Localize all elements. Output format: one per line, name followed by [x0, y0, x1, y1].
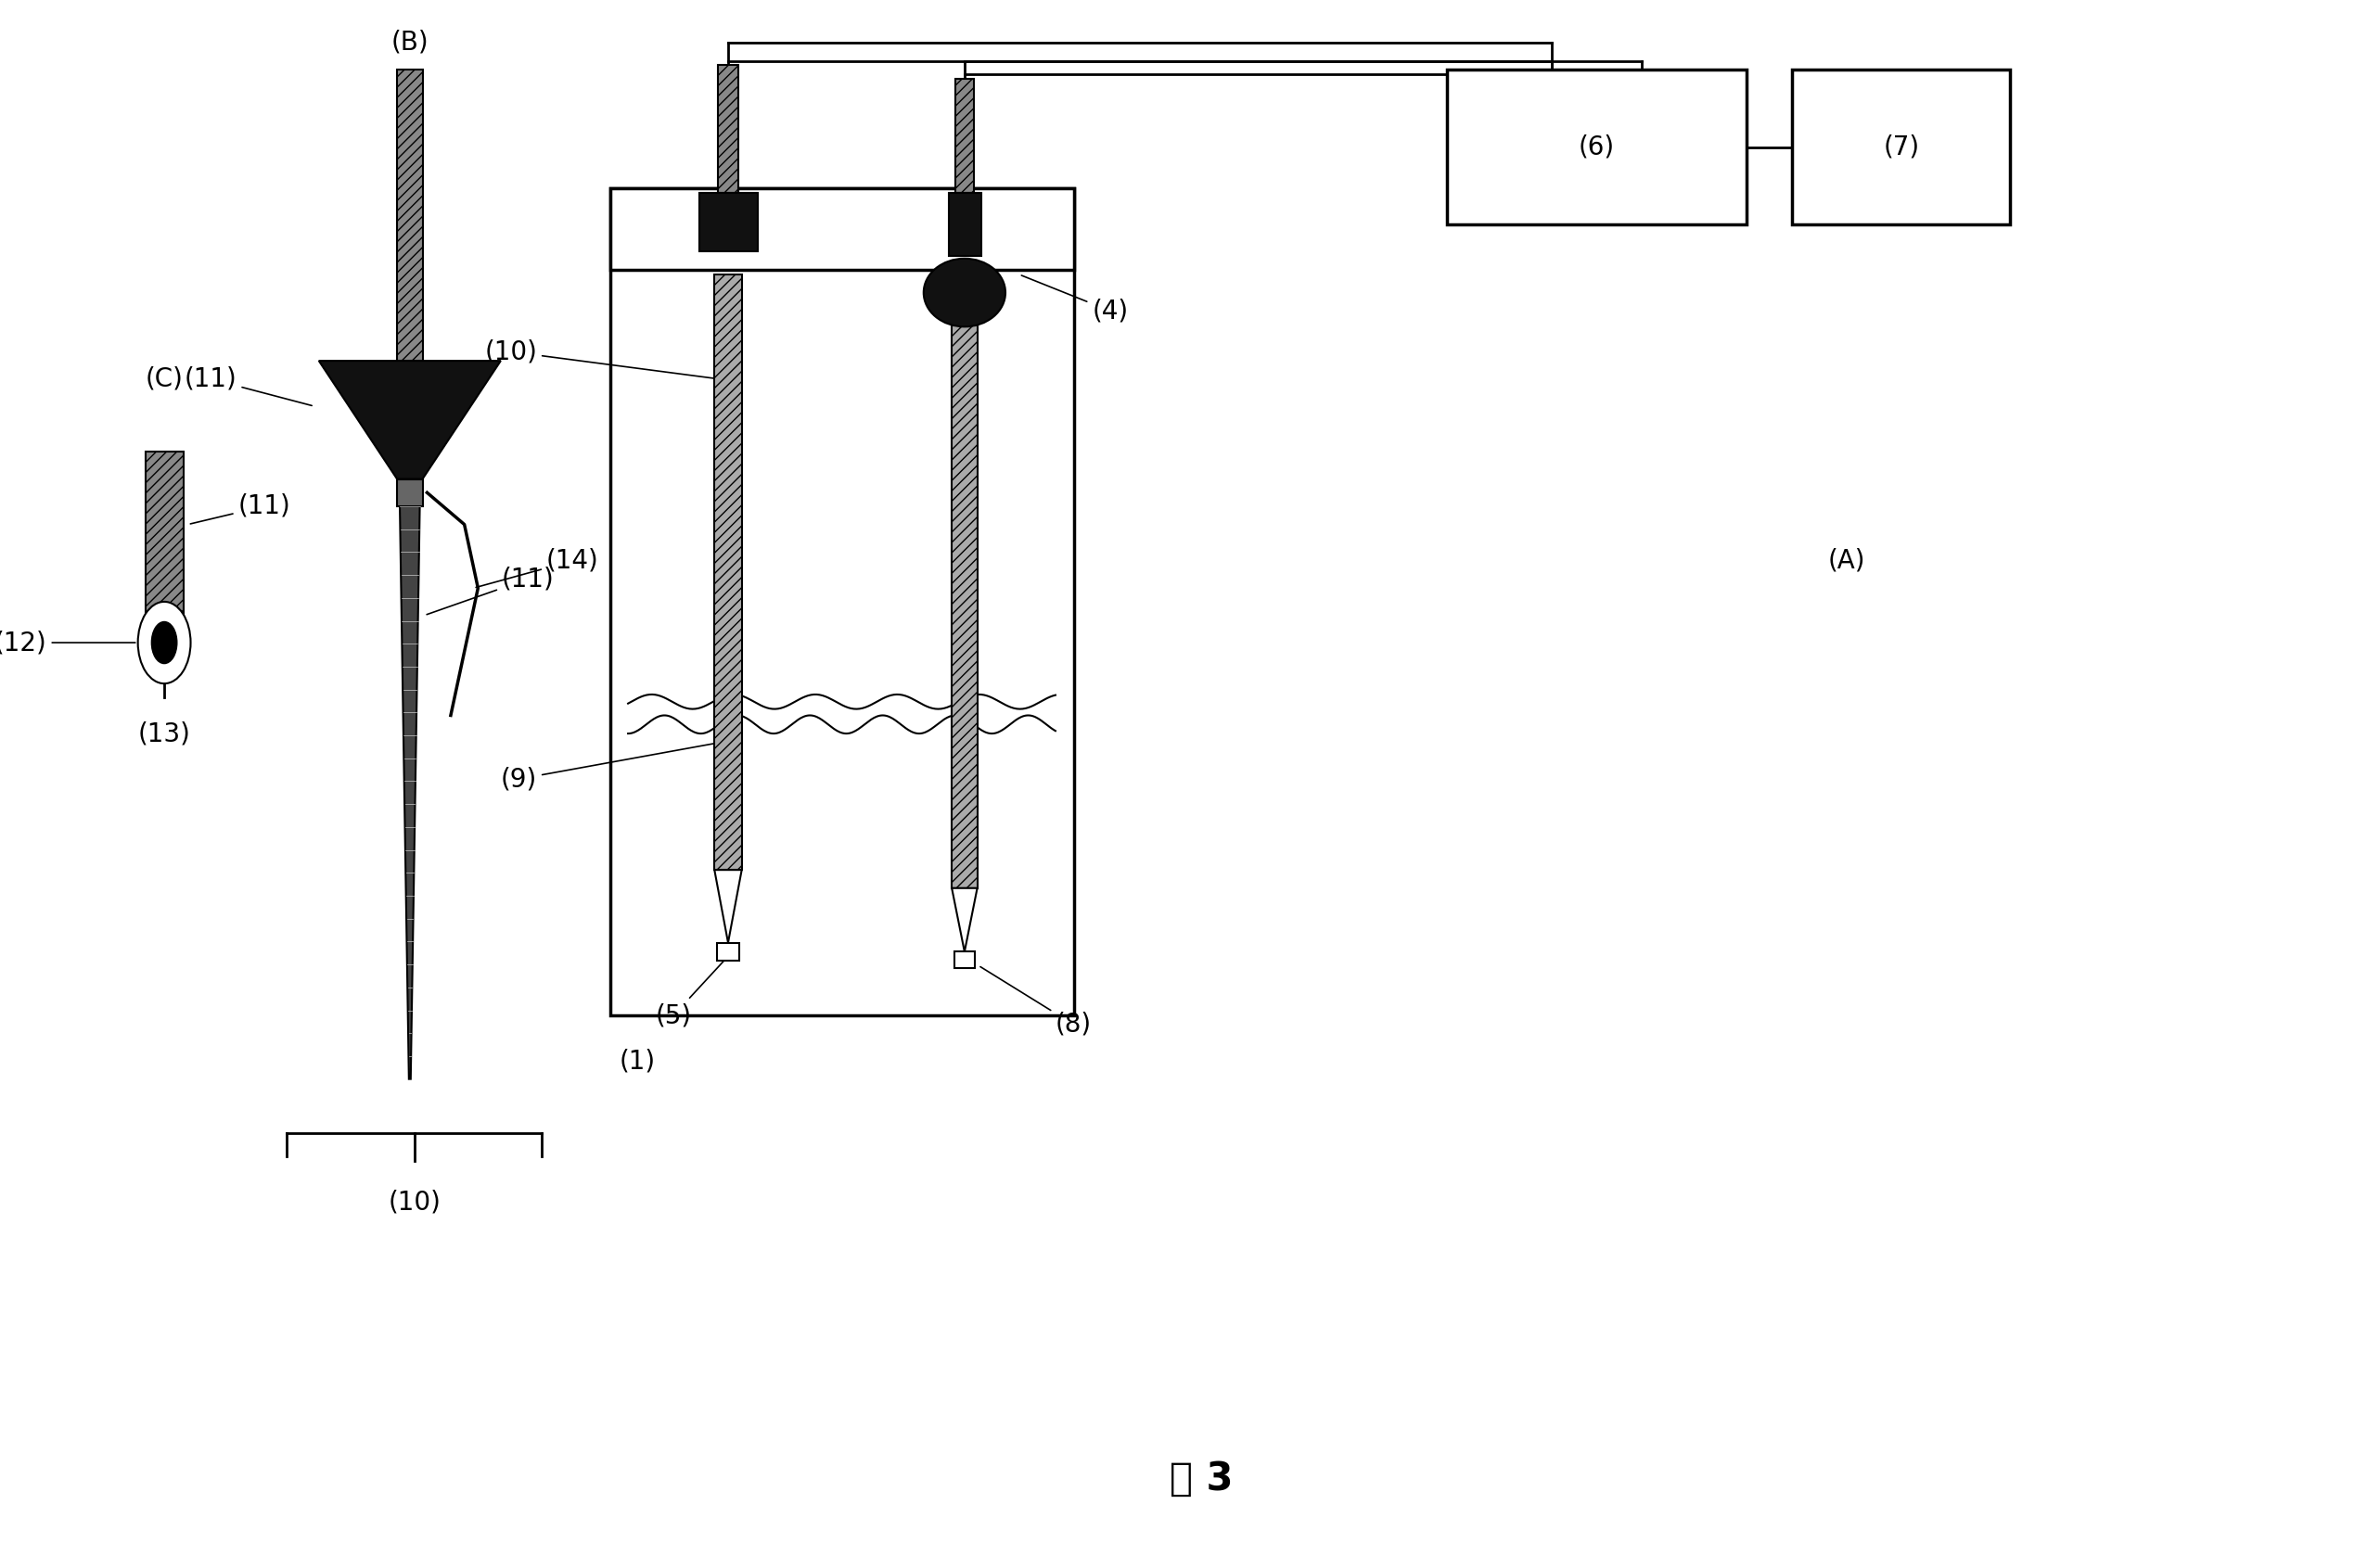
Bar [714, 274, 742, 870]
Ellipse shape [923, 259, 1006, 326]
Text: (B): (B) [391, 30, 429, 55]
Text: (10): (10) [389, 1189, 440, 1215]
Text: (A): (A) [1827, 547, 1865, 574]
Text: (11): (11) [426, 566, 553, 615]
Bar [949, 193, 982, 256]
Bar [956, 78, 973, 193]
Bar [610, 188, 1074, 1016]
Polygon shape [714, 870, 742, 942]
Polygon shape [951, 887, 977, 952]
Bar [398, 478, 422, 506]
Bar [951, 274, 977, 887]
Polygon shape [400, 506, 419, 1079]
Bar [699, 193, 758, 252]
Text: (12): (12) [0, 630, 134, 655]
Ellipse shape [151, 622, 177, 663]
Text: (9): (9) [502, 743, 716, 792]
Bar [718, 66, 737, 193]
Text: (13): (13) [139, 721, 191, 746]
Text: (14): (14) [476, 547, 598, 588]
Text: 图 3: 图 3 [1168, 1460, 1232, 1499]
Text: (11): (11) [184, 365, 311, 406]
Bar [1446, 71, 1747, 224]
Bar [610, 188, 1074, 270]
Bar [1792, 71, 2011, 224]
Text: (5): (5) [655, 958, 725, 1029]
Text: (8): (8) [980, 967, 1093, 1038]
Bar [398, 71, 422, 361]
Text: (11): (11) [191, 494, 290, 524]
Text: (7): (7) [1884, 135, 1919, 160]
Text: (6): (6) [1578, 135, 1616, 160]
Bar [718, 942, 739, 961]
Text: (C): (C) [146, 365, 184, 392]
Bar [146, 452, 184, 652]
Ellipse shape [139, 602, 191, 684]
Text: (1): (1) [619, 1047, 655, 1074]
Text: (4): (4) [1022, 276, 1128, 323]
Polygon shape [318, 361, 502, 478]
Text: (10): (10) [485, 339, 716, 378]
Bar [954, 952, 975, 967]
